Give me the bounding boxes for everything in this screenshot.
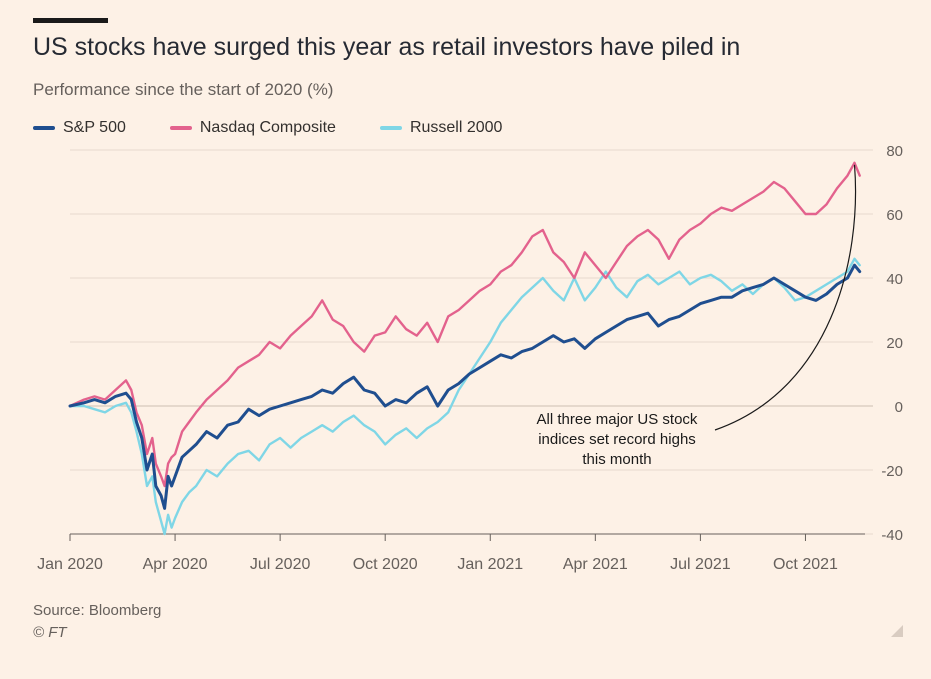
series-line-s-p-500 — [68, 263, 862, 510]
legend-label-sp500: S&P 500 — [63, 119, 126, 136]
x-tick-label: Jul 2021 — [670, 556, 731, 573]
brand-bar — [33, 18, 108, 23]
legend-label-nasdaq: Nasdaq Composite — [199, 119, 336, 136]
series-line-russell-2000 — [68, 257, 861, 536]
copyright-note: © FT — [33, 624, 67, 641]
legend-item-sp500: S&P 500 — [33, 119, 126, 137]
legend-item-nasdaq: Nasdaq Composite — [169, 119, 336, 137]
x-tick-label: Jan 2020 — [37, 556, 103, 573]
y-tick-label: 20 — [886, 335, 903, 352]
y-tick-label: 60 — [886, 207, 903, 224]
legend-swatch-sp500 — [33, 126, 55, 130]
legend-swatch-russell — [379, 126, 402, 130]
annotation-leader-line — [714, 164, 857, 431]
x-tick-label: Apr 2020 — [143, 556, 208, 573]
x-tick-label: Apr 2021 — [563, 556, 628, 573]
source-note: Source: Bloomberg — [33, 602, 162, 619]
legend: S&P 500 Nasdaq Composite Russell 2000 — [33, 119, 502, 137]
x-tick-label: Oct 2020 — [353, 556, 418, 573]
annotation-text: this month — [582, 451, 651, 468]
x-tick-label: Oct 2021 — [773, 556, 838, 573]
chart-title: US stocks have surged this year as retai… — [33, 33, 741, 61]
y-tick-label: -40 — [881, 527, 903, 544]
x-tick-label: Jan 2021 — [457, 556, 523, 573]
annotation-text: indices set record highs — [538, 431, 696, 448]
y-tick-label: 40 — [886, 271, 903, 288]
line-chart: 80 60 40 20 0 -20 -40 Jan 2020 Apr 2020 Jul 2020 O… — [37, 143, 903, 573]
chart-subtitle: Performance since the start of 2020 (%) — [33, 80, 334, 99]
y-tick-label: 0 — [895, 399, 903, 416]
y-tick-label: 80 — [886, 143, 903, 160]
series-line-nasdaq-composite — [68, 161, 861, 488]
x-tick-label: Jul 2020 — [250, 556, 311, 573]
legend-item-russell: Russell 2000 — [379, 119, 503, 137]
annotation-text: All three major US stock — [537, 411, 698, 428]
y-tick-label: -20 — [881, 463, 903, 480]
resize-corner-icon — [891, 625, 903, 637]
legend-label-russell: Russell 2000 — [409, 119, 503, 136]
legend-swatch-nasdaq — [169, 126, 192, 130]
